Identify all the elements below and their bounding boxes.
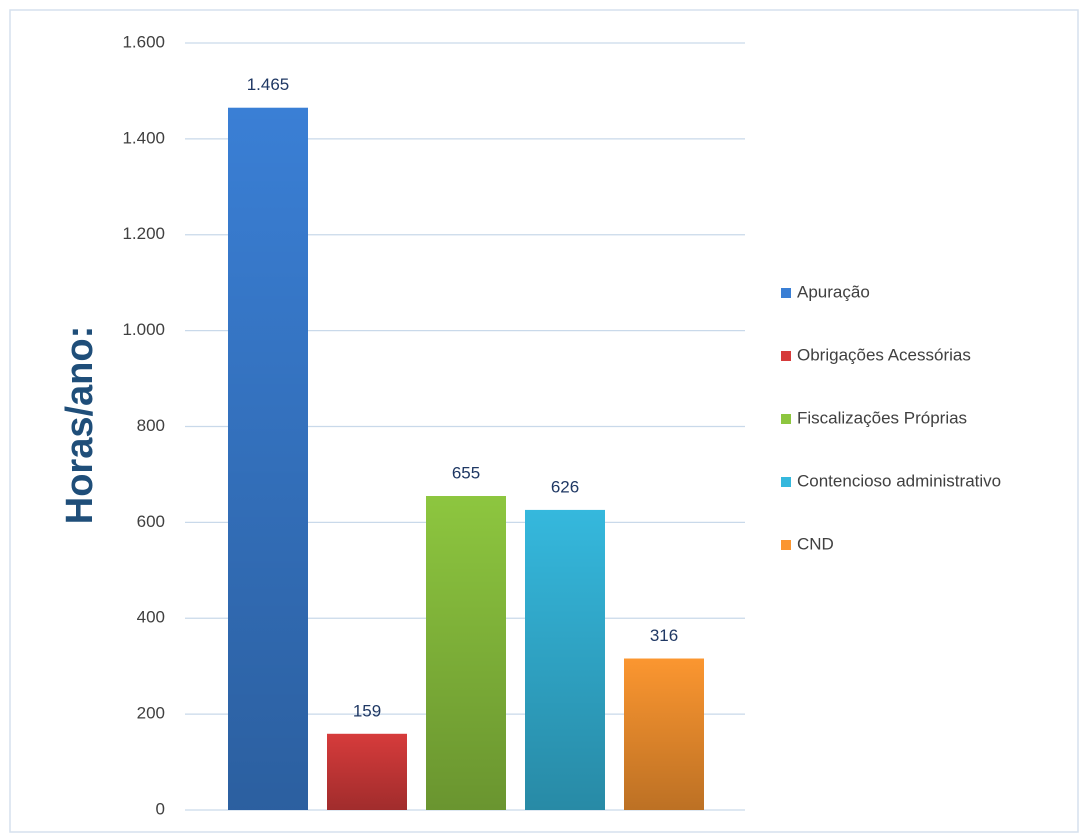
legend-swatch [781, 414, 791, 424]
legend-label: Contencioso administrativo [797, 471, 1001, 490]
y-tick-label: 1.400 [122, 128, 165, 147]
value-label: 159 [353, 701, 381, 720]
y-tick-label: 600 [137, 512, 165, 531]
legend-label: Apuração [797, 282, 870, 301]
y-tick-label: 1.000 [122, 320, 165, 339]
y-tick-label: 0 [156, 799, 165, 818]
y-tick-label: 1.200 [122, 224, 165, 243]
y-axis-label: Horas/ano: [59, 326, 101, 524]
legend-swatch [781, 477, 791, 487]
legend-label: Obrigações Acessórias [797, 345, 971, 364]
legend-label: Fiscalizações Próprias [797, 408, 967, 427]
bar-shade [228, 107, 308, 810]
legend-label: CND [797, 534, 834, 553]
bar-shade [426, 496, 506, 810]
legend-swatch [781, 288, 791, 298]
value-label: 1.465 [247, 75, 290, 94]
value-label: 626 [551, 477, 579, 496]
legend-swatch [781, 351, 791, 361]
y-tick-label: 200 [137, 704, 165, 723]
y-tick-label: 1.600 [122, 32, 165, 51]
y-tick-label: 400 [137, 608, 165, 627]
value-label: 655 [452, 463, 480, 482]
bar-shade [327, 733, 407, 810]
bar-shade [624, 658, 704, 810]
value-label: 316 [650, 626, 678, 645]
chart-border [9, 9, 1079, 833]
legend-swatch [781, 540, 791, 550]
bar-shade [525, 509, 605, 810]
y-tick-label: 800 [137, 416, 165, 435]
